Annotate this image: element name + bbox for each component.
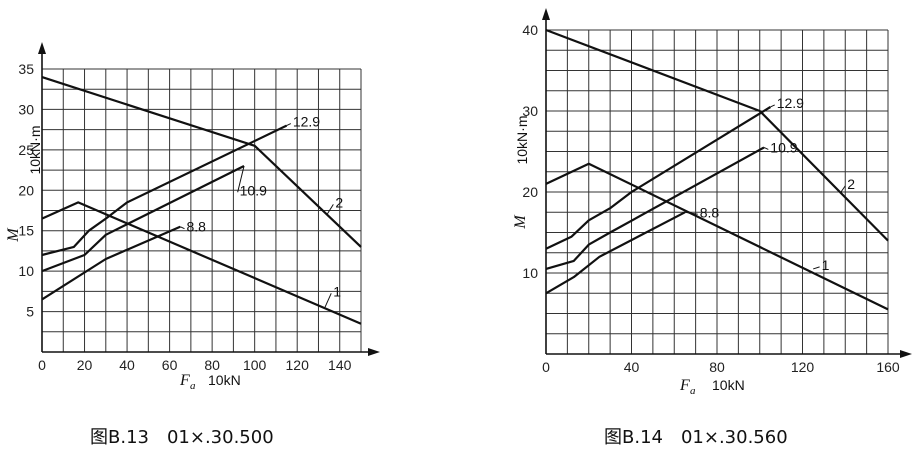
series-line-8-8 xyxy=(545,211,686,295)
x-axis-label-subscript: a xyxy=(190,380,196,392)
x-tick-label: 100 xyxy=(243,357,267,373)
series-line-2 xyxy=(545,28,889,242)
x-tick-label: 160 xyxy=(876,359,900,375)
x-tick-label: 20 xyxy=(77,357,93,373)
series-leader-12-9 xyxy=(770,104,775,108)
series-leader-10-9 xyxy=(763,146,769,150)
y-axis-label: M xyxy=(512,214,529,230)
x-axis-arrow-icon xyxy=(900,350,912,358)
series-leader-8-8 xyxy=(180,226,185,230)
series-leader-1 xyxy=(813,266,820,270)
x-tick-label: 120 xyxy=(791,359,815,375)
series-label-12-9: 12.9 xyxy=(293,114,320,130)
series-leader-2 xyxy=(840,185,846,193)
x-axis-label: F xyxy=(679,377,690,394)
y-tick-label: 20 xyxy=(18,182,34,198)
series-label-8-8: 8.8 xyxy=(700,204,720,220)
y-tick-label: 15 xyxy=(18,223,34,239)
series-line-1 xyxy=(545,162,889,311)
y-axis-arrow-icon xyxy=(38,42,46,54)
y-tick-label: 30 xyxy=(522,103,538,119)
y-tick-label: 10 xyxy=(18,263,34,279)
grid xyxy=(41,68,362,353)
series-leader-8-8 xyxy=(684,211,698,215)
grid xyxy=(545,29,889,355)
x-tick-label: 140 xyxy=(328,357,352,373)
series-label-12-9: 12.9 xyxy=(777,95,804,111)
series-label-2: 2 xyxy=(335,194,343,210)
x-axis-unit: 10kN xyxy=(712,377,745,393)
x-axis-label: F xyxy=(179,372,190,389)
series-line-10-9 xyxy=(545,146,765,270)
y-tick-label: 10 xyxy=(522,265,538,281)
x-tick-label: 80 xyxy=(204,357,220,373)
series-leader-10-9 xyxy=(237,165,245,193)
y-tick-label: 30 xyxy=(18,101,34,117)
x-tick-label: 60 xyxy=(162,357,178,373)
figure-caption: 图B.13 01×.30.500 xyxy=(90,427,274,448)
y-tick-label: 25 xyxy=(18,142,34,158)
series-label-10-9: 10.9 xyxy=(770,139,797,155)
x-tick-label: 40 xyxy=(119,357,135,373)
series-line-12-9 xyxy=(41,124,288,257)
x-axis-arrow-icon xyxy=(368,348,380,356)
series-label-1: 1 xyxy=(333,283,341,299)
x-tick-label: 0 xyxy=(38,357,46,373)
y-tick-label: 40 xyxy=(522,22,538,38)
x-tick-label: 80 xyxy=(709,359,725,375)
series-leader-1 xyxy=(324,293,332,308)
series-line-12-9 xyxy=(545,106,771,250)
y-axis-label: M xyxy=(5,227,22,243)
x-axis-label-subscript: a xyxy=(690,385,696,397)
series-label-2: 2 xyxy=(847,176,855,192)
y-tick-label: 20 xyxy=(522,184,538,200)
y-axis-unit: 10kN·m xyxy=(514,115,530,164)
y-tick-label: 5 xyxy=(26,304,34,320)
chart-b14: 0 40 80 120 160 10 20 30 40 F a 10kN M 10kN·m 1 2 12.9 10… xyxy=(512,8,912,448)
x-axis-unit: 10kN xyxy=(208,372,241,388)
series-line-10-9 xyxy=(41,165,245,273)
series-label-1: 1 xyxy=(822,257,830,273)
x-tick-label: 40 xyxy=(624,359,640,375)
y-axis-unit: 10kN·m xyxy=(27,125,43,174)
chart-b13: 0 20 40 60 80 100 120 140 5 10 15 20 25 30 35 F a 10kN M 10… xyxy=(5,42,380,448)
figure-caption: 图B.14 01×.30.560 xyxy=(604,427,788,448)
series-label-10-9: 10.9 xyxy=(240,182,267,198)
x-tick-label: 120 xyxy=(286,357,310,373)
series-line-8-8 xyxy=(41,225,181,301)
y-axis-arrow-icon xyxy=(542,8,550,20)
series-line-1 xyxy=(41,201,362,325)
series-leader-12-9 xyxy=(286,123,292,127)
series-leader-2 xyxy=(326,204,334,215)
series-line-2 xyxy=(41,76,362,248)
y-tick-label: 35 xyxy=(18,61,34,77)
series-label-8-8: 8.8 xyxy=(186,219,206,235)
x-tick-label: 0 xyxy=(542,359,550,375)
